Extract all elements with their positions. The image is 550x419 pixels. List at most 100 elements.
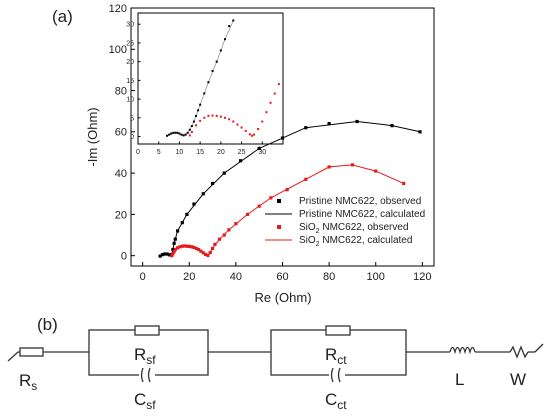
data-point bbox=[285, 188, 289, 192]
data-point bbox=[390, 124, 394, 128]
data-point bbox=[227, 228, 231, 232]
data-point bbox=[190, 131, 193, 134]
label-csf: Csf bbox=[134, 390, 156, 412]
data-point bbox=[172, 241, 176, 245]
data-point bbox=[196, 247, 201, 252]
data-point bbox=[350, 163, 355, 167]
data-point bbox=[219, 115, 222, 118]
data-point bbox=[180, 244, 184, 248]
data-point bbox=[192, 202, 196, 206]
data-point bbox=[224, 116, 226, 119]
capacitor-gap-sf bbox=[139, 368, 155, 382]
y-tick-label: 40 bbox=[115, 168, 127, 180]
y-tick-label: 0 bbox=[121, 251, 127, 263]
data-point bbox=[167, 253, 172, 257]
data-point bbox=[215, 114, 218, 117]
data-point bbox=[199, 249, 203, 253]
data-point bbox=[234, 222, 238, 226]
inset-x-ticks: 0 5 10 15 20 25 30 bbox=[136, 141, 266, 156]
label-rs: Rs bbox=[19, 371, 37, 393]
label-l: L bbox=[455, 370, 464, 389]
data-point bbox=[171, 252, 175, 256]
data-point bbox=[250, 134, 253, 137]
inset-y-ticks: 0 5 10 15 20 25 30 bbox=[126, 22, 141, 141]
data-point bbox=[190, 245, 194, 249]
legend-label: Pristine NMC622, calculated bbox=[299, 209, 425, 220]
x-tick-label: 20 bbox=[217, 149, 225, 156]
data-point bbox=[176, 246, 180, 250]
data-point bbox=[228, 25, 231, 28]
data-point bbox=[163, 252, 167, 256]
data-point bbox=[192, 245, 196, 250]
data-point bbox=[165, 252, 169, 256]
data-point bbox=[178, 245, 182, 249]
data-point bbox=[197, 109, 200, 112]
data-point bbox=[269, 101, 272, 104]
data-point bbox=[206, 253, 210, 258]
data-point bbox=[180, 133, 183, 136]
data-point bbox=[192, 120, 195, 123]
inductor-l-symbol bbox=[449, 346, 476, 355]
lead-left bbox=[7, 351, 19, 362]
x-tick-label: 0 bbox=[136, 149, 140, 156]
data-point bbox=[172, 249, 176, 254]
data-point bbox=[219, 49, 222, 52]
y-tick-label: 120 bbox=[109, 3, 127, 15]
data-point bbox=[194, 246, 198, 251]
y-axis-label: -Im (Ohm) bbox=[85, 107, 100, 166]
main-series-points bbox=[158, 119, 422, 258]
data-point bbox=[188, 134, 191, 137]
inset-series-points bbox=[166, 19, 280, 137]
capacitor-cct-symbol bbox=[330, 367, 341, 383]
equivalent-circuit: Rs Rsf Csf Rct Cct L W bbox=[7, 325, 544, 412]
data-point bbox=[168, 133, 171, 136]
data-point bbox=[199, 103, 202, 106]
data-point bbox=[304, 177, 308, 181]
y-tick-label: 100 bbox=[109, 44, 127, 56]
data-point bbox=[238, 159, 243, 163]
data-point bbox=[277, 83, 280, 86]
inset-plot-frame bbox=[137, 12, 284, 145]
data-point bbox=[269, 196, 273, 200]
data-point bbox=[232, 120, 235, 123]
data-point bbox=[257, 204, 261, 208]
data-point bbox=[166, 134, 168, 137]
warburg-w-symbol bbox=[509, 345, 529, 359]
data-point bbox=[176, 131, 179, 134]
data-point bbox=[185, 212, 189, 216]
data-point bbox=[257, 146, 261, 150]
data-point bbox=[180, 221, 184, 225]
inset-chart: 0 5 10 15 20 25 30 0 5 10 15 20 25 30 bbox=[126, 12, 284, 156]
panel-label-b: (b) bbox=[37, 315, 58, 334]
data-point bbox=[245, 212, 250, 216]
data-point bbox=[222, 233, 226, 237]
legend-label: SiO2 NMC622, calculated bbox=[299, 235, 412, 248]
data-point bbox=[182, 134, 185, 137]
data-point bbox=[172, 131, 175, 134]
y-tick-label: 25 bbox=[126, 40, 134, 47]
resistor-rct-symbol bbox=[325, 325, 351, 336]
label-rsf: Rsf bbox=[134, 345, 156, 367]
x-tick-label: 10 bbox=[176, 149, 184, 156]
data-point bbox=[183, 244, 187, 248]
data-point bbox=[215, 60, 218, 63]
x-tick-label: 15 bbox=[196, 149, 204, 156]
data-point bbox=[201, 251, 205, 255]
data-point bbox=[207, 81, 210, 84]
data-point bbox=[174, 131, 177, 134]
data-point bbox=[178, 132, 181, 135]
data-point bbox=[224, 38, 226, 41]
x-tick-label: 120 bbox=[413, 271, 431, 283]
x-tick-label: 25 bbox=[238, 149, 246, 156]
x-tick-label: 80 bbox=[323, 271, 335, 283]
data-point bbox=[208, 250, 212, 255]
legend-label: Pristine NMC622, observed bbox=[299, 196, 421, 207]
legend: Pristine NMC622, observed Pristine NMC622… bbox=[265, 196, 425, 248]
data-point bbox=[158, 254, 162, 258]
capacitor-csf-symbol bbox=[140, 367, 151, 383]
x-tick-label: 20 bbox=[183, 271, 195, 283]
series-line-2 bbox=[166, 20, 234, 137]
x-tick-label: 40 bbox=[230, 271, 242, 283]
